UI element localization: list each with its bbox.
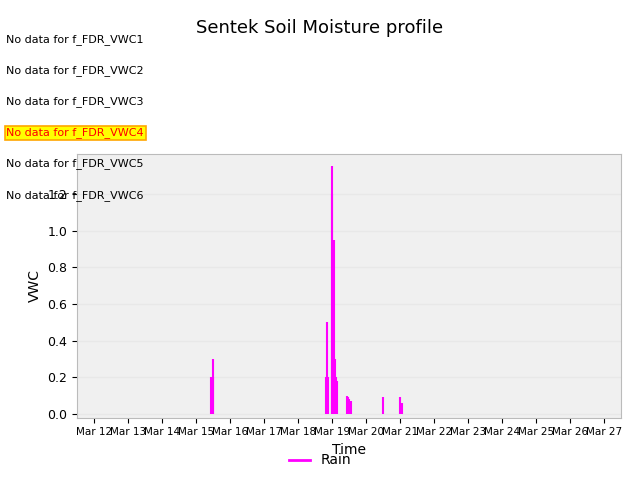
Text: No data for f_FDR_VWC4: No data for f_FDR_VWC4 bbox=[6, 127, 144, 138]
Y-axis label: VWC: VWC bbox=[28, 269, 42, 302]
Text: No data for f_FDR_VWC5: No data for f_FDR_VWC5 bbox=[6, 158, 144, 169]
Legend: Rain: Rain bbox=[283, 448, 357, 473]
Text: Sentek Soil Moisture profile: Sentek Soil Moisture profile bbox=[196, 19, 444, 37]
Text: No data for f_FDR_VWC2: No data for f_FDR_VWC2 bbox=[6, 65, 144, 76]
Text: No data for f_FDR_VWC1: No data for f_FDR_VWC1 bbox=[6, 34, 144, 45]
Text: No data for f_FDR_VWC3: No data for f_FDR_VWC3 bbox=[6, 96, 144, 107]
X-axis label: Time: Time bbox=[332, 443, 366, 457]
Text: No data for f_FDR_VWC6: No data for f_FDR_VWC6 bbox=[6, 190, 144, 201]
